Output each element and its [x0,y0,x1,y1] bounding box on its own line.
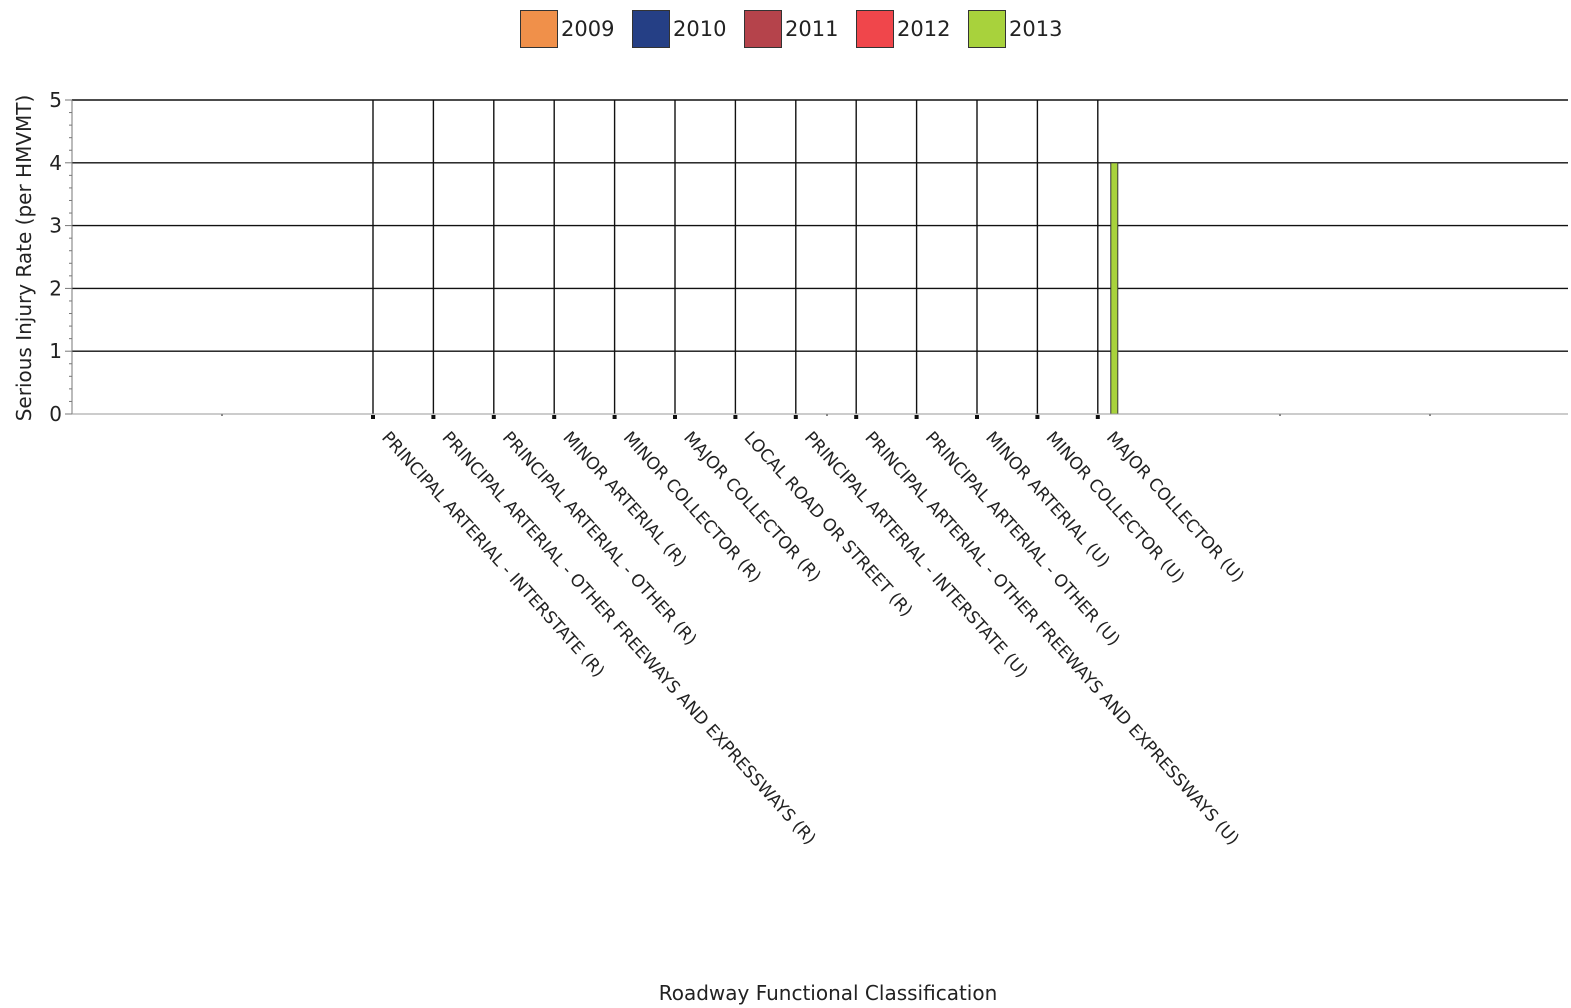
y-tick-label: 4 [49,151,62,175]
x-tick [793,415,798,419]
tick-labels: 0 1 2 3 4 5 [49,88,62,426]
x-tick [975,415,979,419]
axes [65,99,1568,419]
category-label: PRINCIPAL ARTERIAL - INTERSTATE (U) [800,428,1031,682]
bars [1110,162,1119,415]
y-tick-label: 5 [49,88,62,112]
x-tick [1035,415,1040,419]
legend-label: 2011 [785,17,839,41]
y-tick-label: 0 [49,402,62,426]
legend-item-2012: 2012 [856,8,950,50]
x-minor-tick [826,414,828,416]
legend-swatch [632,10,670,48]
y-tick-label: 1 [49,339,62,363]
category-label: PRINCIPAL ARTERIAL - INTERSTATE (R) [377,428,608,681]
x-tick [552,415,557,419]
x-axis-label: Roadway Functional Classification [659,981,998,1005]
legend-item-2011: 2011 [744,8,838,50]
grid-lines [72,99,1568,414]
x-tick [371,415,375,419]
legend-label: 2013 [1009,17,1063,41]
x-tick [1095,415,1100,419]
legend-swatch [968,10,1006,48]
x-tick [854,415,859,419]
x-minor-tick [221,414,223,416]
legend-swatch [520,10,558,48]
legend-label: 2009 [561,17,615,41]
legend-swatch [744,10,782,48]
x-tick [431,415,436,419]
category-labels: PRINCIPAL ARTERIAL - INTERSTATE (R) PRINC… [377,428,1247,849]
x-tick [733,415,738,419]
legend-label: 2010 [673,17,727,41]
bar-2013-12 [1110,162,1119,415]
x-tick [914,415,919,419]
legend-label: 2012 [897,17,951,41]
legend-item-2013: 2013 [968,8,1062,50]
x-tick [491,415,496,419]
y-tick-label: 3 [49,214,62,238]
y-tick-label: 2 [49,276,62,300]
y-axis-label: Serious Injury Rate (per HMVMT) [12,95,36,422]
x-minor-tick [1429,414,1431,416]
x-minor-tick [1279,414,1281,416]
legend-swatch [856,10,894,48]
legend-item-2010: 2010 [632,8,726,50]
x-tick [612,415,617,419]
legend-item-2009: 2009 [520,8,614,50]
x-tick [673,415,677,419]
